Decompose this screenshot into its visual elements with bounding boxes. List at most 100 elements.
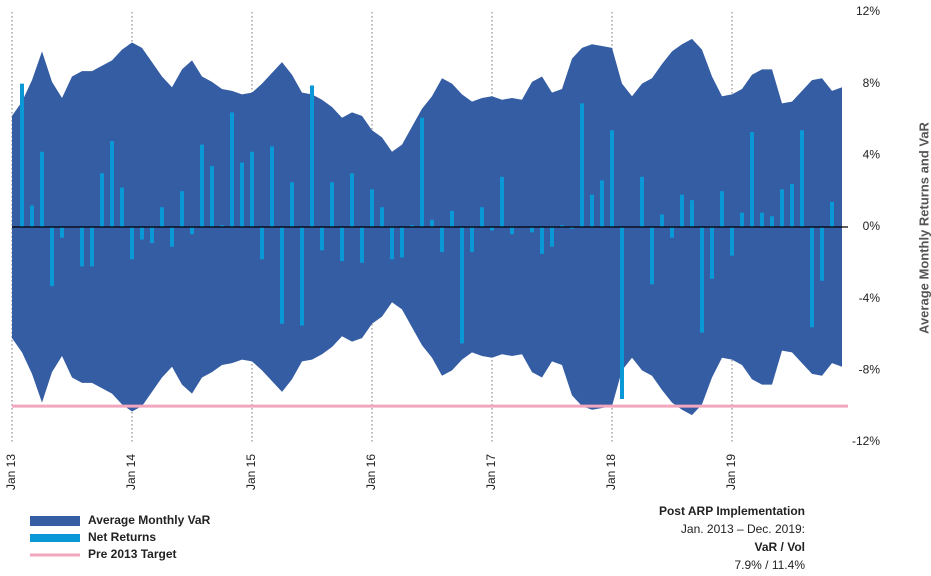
bar xyxy=(730,227,734,256)
bar xyxy=(30,205,34,227)
bar xyxy=(420,117,424,227)
bar xyxy=(210,166,214,227)
x-tick-label: Jan 17 xyxy=(484,454,498,490)
bar xyxy=(310,85,314,227)
y-axis-title: Average Monthly Returns and VaR xyxy=(916,121,931,334)
bar xyxy=(800,130,804,227)
bar xyxy=(760,212,764,227)
bar xyxy=(330,182,334,227)
x-tick-label: Jan 13 xyxy=(4,454,18,490)
bar xyxy=(430,219,434,227)
bar xyxy=(160,207,164,227)
annotation: Post ARP Implementation xyxy=(659,504,805,518)
bar xyxy=(770,216,774,227)
legend-label: Net Returns xyxy=(88,530,156,544)
bar xyxy=(190,227,194,235)
bar xyxy=(320,227,324,251)
bar xyxy=(720,191,724,227)
bar xyxy=(530,227,534,233)
bar xyxy=(590,194,594,227)
legend-label: Pre 2013 Target xyxy=(88,547,177,561)
x-tick-label: Jan 16 xyxy=(364,454,378,490)
bar xyxy=(490,227,494,231)
annotation: 7.9% / 11.4% xyxy=(735,558,806,572)
bar xyxy=(820,227,824,281)
bar xyxy=(480,207,484,227)
bar xyxy=(240,162,244,227)
bar xyxy=(740,212,744,227)
bar xyxy=(350,173,354,227)
bar xyxy=(260,227,264,260)
bar xyxy=(470,227,474,253)
bar xyxy=(200,144,204,227)
bar xyxy=(150,227,154,244)
bar xyxy=(460,227,464,344)
bar xyxy=(570,227,574,229)
bar xyxy=(380,207,384,227)
bar xyxy=(750,132,754,227)
bar xyxy=(640,176,644,227)
bar xyxy=(290,182,294,227)
bar xyxy=(230,112,234,227)
bar xyxy=(440,227,444,253)
bar xyxy=(120,187,124,227)
y-tick-label: 4% xyxy=(863,148,881,162)
bar xyxy=(650,227,654,285)
bar xyxy=(100,173,104,227)
bar xyxy=(40,151,44,227)
bar xyxy=(660,214,664,227)
bar xyxy=(500,176,504,227)
bar xyxy=(710,227,714,279)
x-tick-label: Jan 14 xyxy=(124,454,138,490)
y-tick-label: 12% xyxy=(856,4,880,18)
bar xyxy=(50,227,54,287)
bar xyxy=(20,83,24,228)
bar xyxy=(690,200,694,227)
bar xyxy=(510,227,514,235)
x-tick-label: Jan 18 xyxy=(604,454,618,490)
bar xyxy=(300,227,304,326)
y-tick-label: -12% xyxy=(852,434,880,448)
bar xyxy=(790,184,794,227)
x-tick-label: Jan 19 xyxy=(724,454,738,490)
bar xyxy=(370,189,374,227)
bar xyxy=(810,227,814,328)
y-tick-label: -8% xyxy=(859,363,881,377)
bar xyxy=(110,141,114,227)
bar xyxy=(170,227,174,247)
bar xyxy=(550,227,554,247)
y-tick-label: 8% xyxy=(863,76,881,90)
bar xyxy=(390,227,394,260)
bar xyxy=(360,227,364,263)
bar xyxy=(830,201,834,227)
legend-swatch xyxy=(30,516,80,526)
legend-label: Average Monthly VaR xyxy=(88,513,211,527)
bar xyxy=(140,227,144,240)
x-tick-label: Jan 15 xyxy=(244,454,258,490)
bar xyxy=(250,151,254,227)
bar xyxy=(780,189,784,227)
bar xyxy=(340,227,344,262)
y-tick-label: 0% xyxy=(863,219,881,233)
bar xyxy=(560,225,564,227)
bar xyxy=(90,227,94,267)
bar xyxy=(400,227,404,258)
bar xyxy=(540,227,544,254)
bar xyxy=(410,225,414,227)
bar xyxy=(680,194,684,227)
annotation: VaR / Vol xyxy=(755,540,805,554)
bar xyxy=(220,225,224,227)
bar xyxy=(580,103,584,227)
bar xyxy=(620,227,624,399)
legend-swatch xyxy=(30,534,80,542)
bar xyxy=(60,227,64,238)
y-tick-label: -4% xyxy=(859,291,881,305)
bar xyxy=(180,191,184,227)
bar xyxy=(610,130,614,227)
bar xyxy=(270,146,274,227)
bar xyxy=(450,210,454,227)
bar xyxy=(80,227,84,267)
bar xyxy=(600,180,604,227)
bar xyxy=(670,227,674,238)
